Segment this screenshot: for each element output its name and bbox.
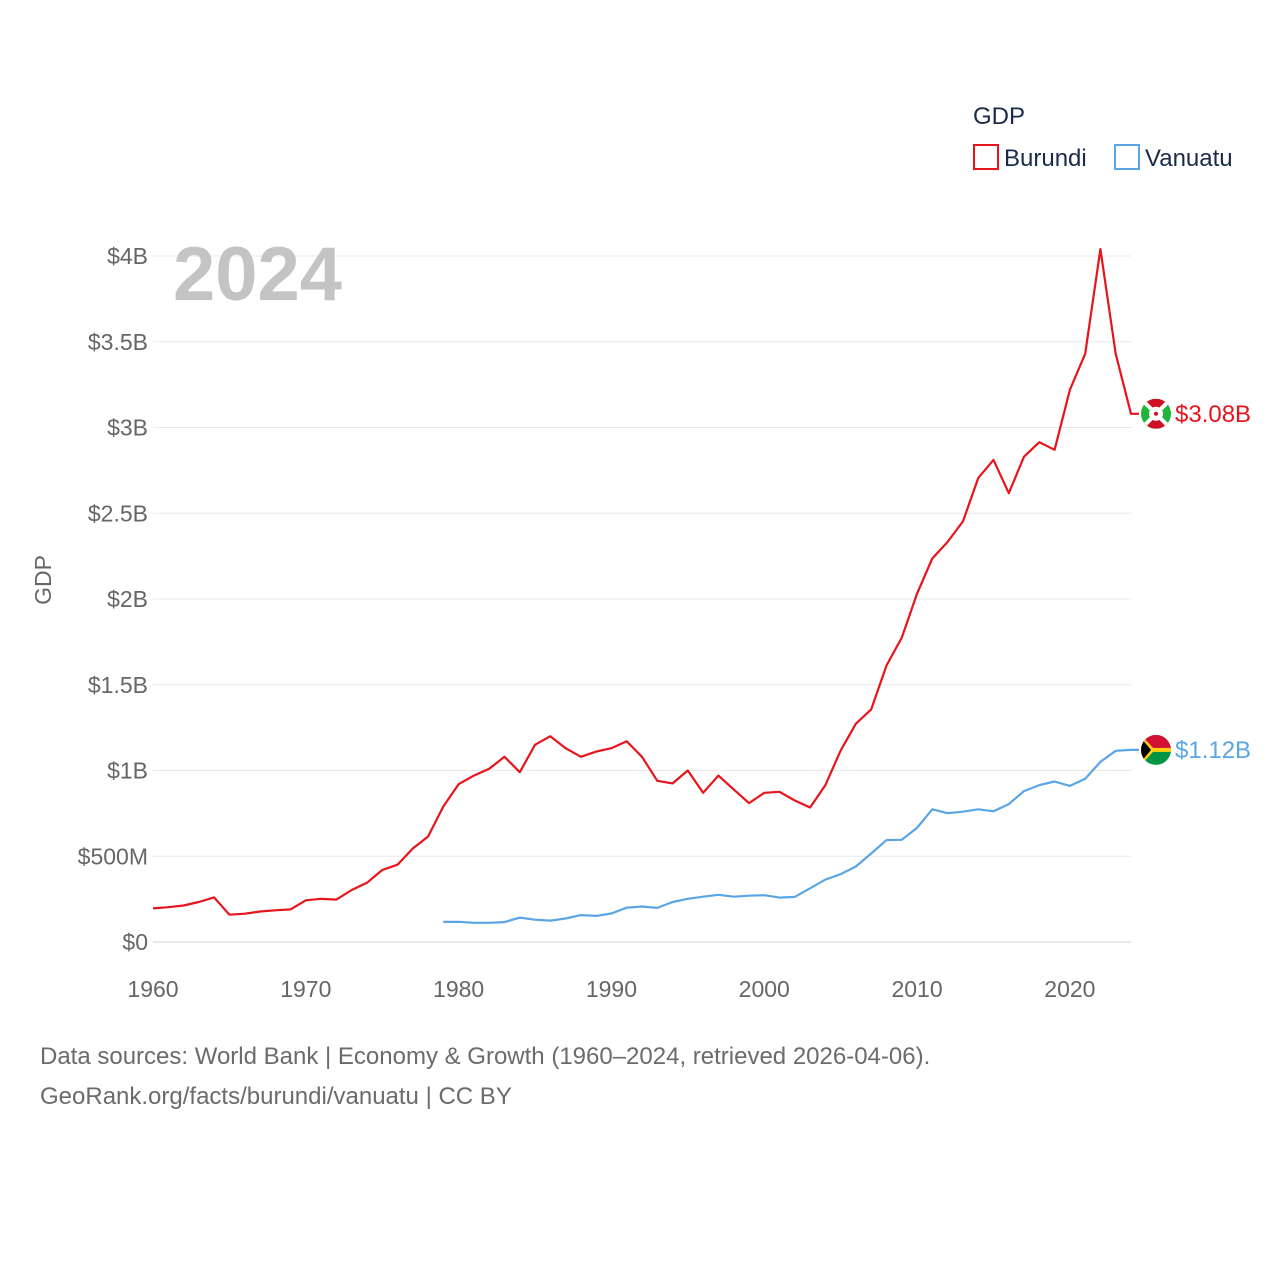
legend: GDP Burundi Vanuatu bbox=[973, 103, 1233, 172]
series-line-burundi[interactable] bbox=[152, 248, 1139, 916]
y-tick-label: $2.5B bbox=[88, 500, 148, 526]
flag-icon-vanuatu bbox=[1141, 734, 1171, 765]
y-tick-label: $0 bbox=[122, 929, 148, 955]
grid-lines bbox=[153, 255, 1131, 943]
y-tick-label: $1B bbox=[107, 758, 148, 784]
end-value-label-burundi: $3.08B bbox=[1175, 401, 1251, 428]
y-tick-label: $3B bbox=[107, 415, 148, 441]
y-tick-label: $1.5B bbox=[88, 672, 148, 698]
y-tick-label: $500M bbox=[78, 843, 148, 869]
x-tick-label: 1990 bbox=[586, 976, 637, 1002]
x-tick-label: 1980 bbox=[433, 976, 484, 1002]
x-tick-label: 2020 bbox=[1044, 976, 1095, 1002]
legend-title: GDP bbox=[973, 103, 1025, 130]
footer-attribution: GeoRank.org/facts/burundi/vanuatu | CC B… bbox=[40, 1083, 512, 1110]
series-lines bbox=[152, 248, 1139, 924]
x-tick-label: 2010 bbox=[891, 976, 942, 1002]
legend-label-vanuatu: Vanuatu bbox=[1145, 145, 1233, 172]
end-markers: $3.08B $1.12B bbox=[1141, 398, 1251, 765]
legend-item-burundi[interactable]: Burundi bbox=[973, 144, 1087, 172]
footer-sources: Data sources: World Bank | Economy & Gro… bbox=[40, 1043, 931, 1070]
y-tick-label: $4B bbox=[107, 243, 148, 269]
series-line-vanuatu[interactable] bbox=[443, 748, 1139, 924]
legend-label-burundi: Burundi bbox=[1004, 145, 1087, 172]
legend-swatch-vanuatu bbox=[1114, 144, 1140, 170]
gdp-line-chart: 2024 GDP $0 $500M $1B $1.5B $2B $2.5B $3B $3.5B… bbox=[30, 103, 1251, 1002]
x-tick-label: 1960 bbox=[127, 976, 178, 1002]
y-tick-label: $2B bbox=[107, 586, 148, 612]
flag-icon-burundi bbox=[1141, 398, 1171, 429]
legend-swatch-burundi bbox=[973, 144, 999, 170]
x-tick-label: 1970 bbox=[280, 976, 331, 1002]
legend-item-vanuatu[interactable]: Vanuatu bbox=[1114, 144, 1233, 172]
year-watermark: 2024 bbox=[173, 232, 342, 317]
x-axis-ticks: 1960 1970 1980 1990 2000 2010 2020 bbox=[127, 976, 1095, 1002]
y-axis-ticks: $0 $500M $1B $1.5B $2B $2.5B $3B $3.5B $4B bbox=[78, 243, 148, 955]
end-value-label-vanuatu: $1.12B bbox=[1175, 737, 1251, 764]
x-tick-label: 2000 bbox=[739, 976, 790, 1002]
y-tick-label: $3.5B bbox=[88, 329, 148, 355]
y-axis-title: GDP bbox=[30, 555, 56, 605]
